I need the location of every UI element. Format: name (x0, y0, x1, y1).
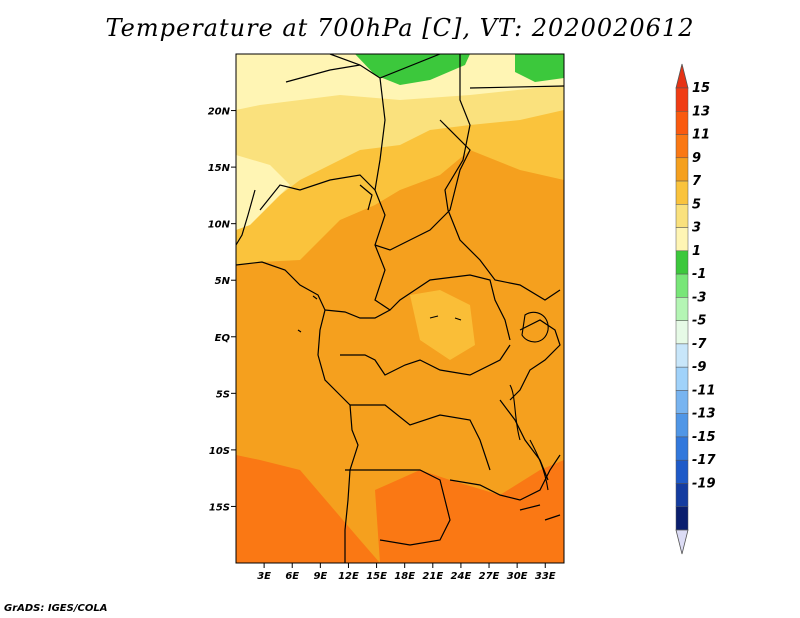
colorbar-label: 15 (692, 81, 710, 96)
colorbar-top-arrow (675, 63, 689, 89)
colorbar-label: 11 (692, 128, 710, 143)
colorbar-label: -19 (692, 476, 716, 491)
colorbar-label: 3 (692, 221, 701, 236)
grads-credit: GrADS: IGES/COLA (4, 603, 108, 614)
lon-tick-label: 24E (451, 571, 472, 582)
lon-tick-label: 6E (285, 571, 299, 582)
lat-tick-label: 10N (208, 220, 231, 231)
lon-tick-label: 18E (394, 571, 415, 582)
colorbar-segment (675, 157, 689, 182)
colorbar-segment (675, 483, 689, 507)
colorbar-segment (675, 111, 689, 135)
lat-tick-label: 5S (216, 389, 230, 400)
colorbar-label: -1 (692, 267, 706, 282)
lat-tick-label: 20N (208, 107, 231, 118)
colorbar-label: -9 (692, 360, 706, 375)
colorbar-label: -3 (692, 290, 706, 305)
lat-tick-label: 10S (209, 446, 230, 457)
colorbar-label: -17 (692, 453, 716, 468)
latitude-axis: 20N 15N 10N 5N EQ 5S 10S 15S (208, 107, 236, 513)
lon-tick-label: 15E (366, 571, 387, 582)
colorbar-segment (675, 87, 689, 112)
colorbar-segment (675, 297, 689, 321)
colorbar-segment (675, 506, 689, 531)
colorbar-segment (675, 390, 689, 414)
colorbar-segment (675, 320, 689, 345)
colorbar-segment (675, 273, 689, 298)
colorbar-segment (675, 436, 689, 461)
chart-title: Temperature at 700hPa [C], VT: 202002061… (105, 14, 695, 42)
lon-tick-label: 12E (338, 571, 359, 582)
lat-tick-label: EQ (215, 333, 231, 344)
colorbar-label: -15 (692, 430, 716, 445)
lat-tick-label: 15S (209, 502, 230, 513)
colorbar-segment (675, 343, 689, 368)
colorbar-segment (675, 366, 689, 391)
colorbar-label: 5 (692, 197, 701, 212)
colorbar-label: 1 (692, 244, 701, 259)
lat-tick-label: 15N (208, 163, 231, 174)
lon-tick-label: 33E (535, 571, 556, 582)
colorbar-segment (675, 413, 689, 438)
colorbar-label: -5 (692, 314, 706, 329)
lon-tick-label: 3E (257, 571, 271, 582)
colorbar-segment (675, 180, 689, 205)
country-borders (236, 54, 564, 563)
temperature-field (236, 54, 564, 563)
lon-tick-label: 21E (422, 571, 443, 582)
lon-tick-label: 27E (479, 571, 500, 582)
colorbar-label: 9 (692, 151, 701, 166)
colorbar: 15 13 11 9 7 5 3 1 -1 -3 -5 -7 -9 -11 -13 -15 -17 -19 (675, 63, 716, 555)
longitude-axis: 3E 6E 9E 12E 15E 18E 21E 24E 27E 30E 33E (257, 563, 556, 582)
colorbar-label: -13 (692, 407, 716, 422)
colorbar-label: 7 (692, 174, 702, 189)
colorbar-label: -7 (692, 337, 707, 352)
colorbar-segment (675, 250, 689, 275)
colorbar-segment (675, 227, 689, 252)
colorbar-segment (675, 459, 689, 484)
lakes (297, 295, 549, 491)
colorbar-segment (675, 204, 689, 228)
colorbar-bottom-arrow (675, 529, 689, 555)
lat-tick-label: 5N (215, 276, 231, 287)
colorbar-segment (675, 134, 689, 159)
map-frame (235, 53, 565, 564)
colorbar-label: 13 (692, 104, 710, 119)
lon-tick-label: 9E (313, 571, 327, 582)
lon-tick-label: 30E (507, 571, 528, 582)
colorbar-label: -11 (692, 383, 716, 398)
